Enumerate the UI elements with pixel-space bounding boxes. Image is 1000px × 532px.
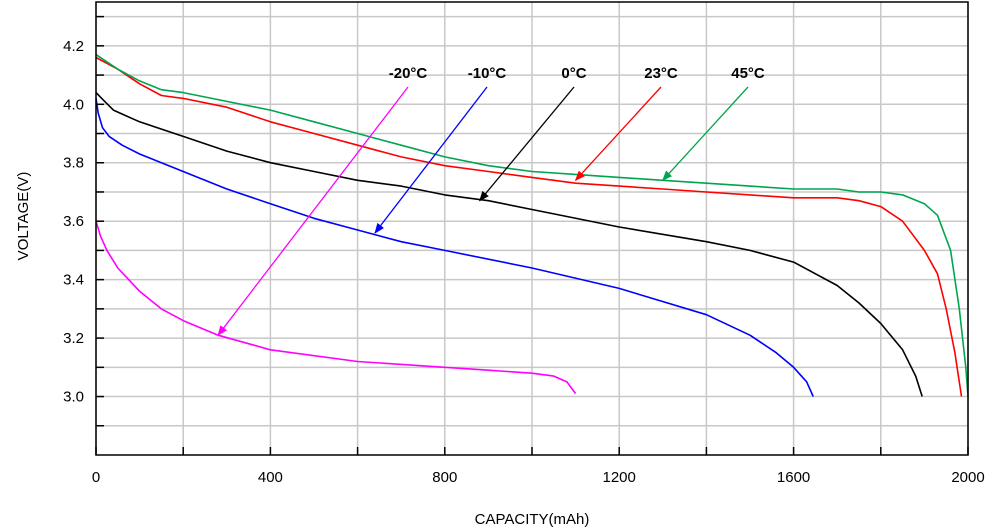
x-tick-label: 1600 [777, 469, 810, 486]
x-tick-label: 0 [92, 469, 100, 486]
legend-label: -20°C [389, 65, 428, 82]
series-line [95, 53, 969, 397]
series-lines [95, 53, 969, 397]
legend-arrow [217, 86, 409, 337]
y-tick-label: 3.2 [63, 330, 84, 347]
y-tick-label: 3.6 [63, 213, 84, 230]
y-tick-label: 3.8 [63, 155, 84, 172]
legend-arrow [374, 86, 488, 234]
x-tick-label: 400 [258, 469, 283, 486]
x-tick-label: 1200 [603, 469, 636, 486]
grid [95, 2, 969, 455]
series-line [95, 92, 923, 397]
series-line [95, 98, 814, 397]
annotations: -20°C -10°C 0°C 23°C 45°C [217, 65, 765, 337]
series-line [95, 56, 963, 397]
legend-arrow [574, 86, 662, 182]
y-tick-label: 4.0 [63, 96, 84, 113]
legend-label: 0°C [561, 65, 586, 82]
legend-arrow [662, 86, 749, 182]
y-tick-label: 3.4 [63, 272, 84, 289]
y-axis-title: VOLTAGE(V) [15, 172, 32, 261]
x-axis-title: CAPACITY(mAh) [475, 511, 590, 528]
legend-label: 45°C [731, 65, 765, 82]
tick-labels: 0 400 800 1200 1600 2000 3.0 3.2 3.4 3.6 3.8 4.0 4.2 [63, 38, 985, 486]
legend-label: 23°C [644, 65, 678, 82]
legend-arrow [479, 86, 575, 202]
y-tick-label: 4.2 [63, 38, 84, 55]
legend-label: -10°C [468, 65, 507, 82]
series-line [95, 220, 577, 395]
plot-frame [95, 1, 969, 456]
y-tick-label: 3.0 [63, 389, 84, 406]
x-tick-label: 800 [432, 469, 457, 486]
x-tick-label: 2000 [951, 469, 984, 486]
